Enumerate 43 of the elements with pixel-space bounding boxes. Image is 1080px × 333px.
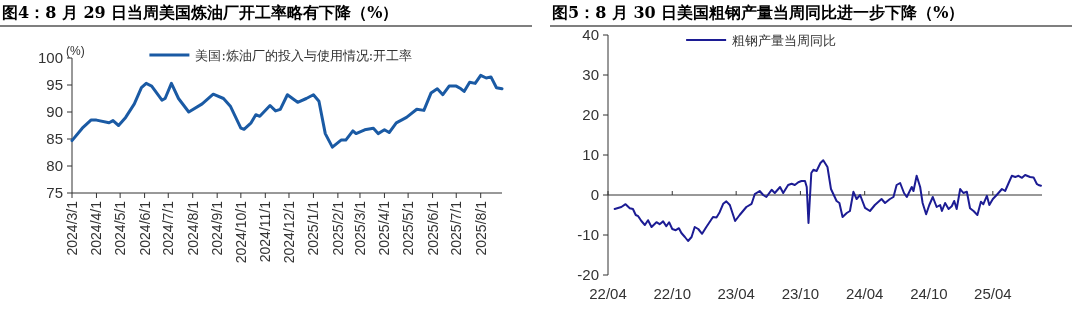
y-tick-label: 40 (582, 26, 599, 43)
x-tick-label: 2025/1/1 (305, 200, 322, 256)
x-tick-label: 2024/7/1 (160, 200, 177, 256)
x-tick-label: 2025/5/1 (400, 200, 417, 256)
x-tick-label: 2024/12/1 (280, 200, 297, 264)
x-tick-label: 2025/7/1 (448, 200, 465, 256)
x-tick-label: 2024/9/1 (209, 200, 226, 256)
y-tick-label: -20 (577, 266, 599, 283)
x-tick-label: 2024/11/1 (257, 200, 274, 263)
y-tick-label: 75 (46, 184, 63, 201)
y-tick-label: 100 (37, 49, 63, 66)
x-tick-label: 2024/3/1 (64, 200, 80, 256)
y-axis-title: (%) (66, 44, 85, 58)
x-tick-label: 2025/2/1 (329, 200, 346, 256)
legend-label: 美国:炼油厂的投入与使用情况:开工率 (195, 48, 413, 63)
y-tick-label: 10 (582, 146, 599, 163)
x-tick-label: 22/04 (589, 285, 627, 302)
y-tick-label: 0 (590, 186, 599, 203)
y-tick-label: 85 (46, 130, 63, 147)
legend-label: 粗钢产量当周同比 (732, 33, 837, 48)
y-tick-label: -10 (577, 226, 599, 243)
y-tick-label: 30 (582, 66, 599, 83)
y-tick-label: 90 (46, 103, 63, 120)
x-tick-label: 24/04 (845, 285, 884, 302)
chart-title: 图4：8 月 29 日当周美国炼油厂开工率略有下降（%） (2, 3, 399, 22)
x-tick-label: 2025/4/1 (376, 200, 393, 256)
x-tick-label: 23/10 (781, 285, 820, 302)
y-tick-label: 80 (46, 157, 63, 174)
x-tick-label: 24/10 (910, 285, 948, 302)
x-tick-label: 2025/6/1 (424, 200, 441, 256)
x-tick-label: 25/04 (974, 285, 1012, 302)
x-tick-label: 2025/3/1 (351, 200, 368, 256)
x-tick-label: 2025/8/1 (472, 200, 489, 256)
y-tick-label: 95 (46, 76, 63, 93)
x-tick-label: 2024/5/1 (112, 200, 129, 256)
x-tick-label: 2024/6/1 (136, 200, 153, 256)
x-tick-label: 2024/4/1 (88, 200, 105, 256)
x-tick-label: 2024/10/1 (232, 200, 249, 264)
y-tick-label: 20 (582, 106, 599, 123)
chart-title: 图5：8 月 30 日美国粗钢产量当周同比进一步下降（%） (552, 3, 965, 22)
x-tick-label: 23/04 (717, 285, 755, 302)
x-tick-label: 22/10 (653, 285, 692, 302)
x-tick-label: 2024/8/1 (184, 200, 201, 256)
